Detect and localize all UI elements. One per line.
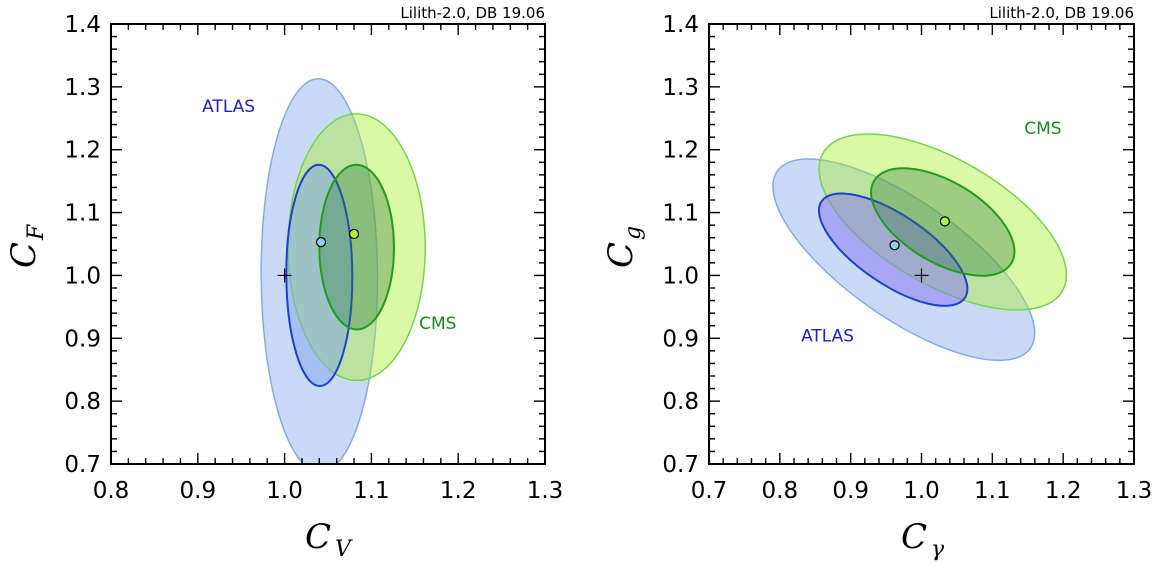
atlas-best-fit-point xyxy=(889,240,900,251)
y-tick-label: 0.7 xyxy=(662,452,699,478)
y-tick-label: 1.1 xyxy=(64,201,101,227)
header-text: Lilith-2.0, DB 19.06 xyxy=(989,4,1134,22)
sm-point-marker xyxy=(914,268,929,283)
y-tick-label: 1.0 xyxy=(662,263,699,289)
y-axis-label: C F xyxy=(4,224,49,268)
x-tick-label: 0.9 xyxy=(832,478,869,504)
y-tick-label: 0.9 xyxy=(662,326,699,352)
x-tick-label: 1.0 xyxy=(903,478,940,504)
atlas-best-fit-point xyxy=(315,237,327,248)
plot-frame xyxy=(110,23,546,465)
x-tick-label: 0.7 xyxy=(691,478,728,504)
y-tick-label: 0.9 xyxy=(64,326,101,352)
y-axis-label: C g xyxy=(601,226,646,268)
cms-label: CMS xyxy=(419,314,456,334)
y-tick-label: 0.7 xyxy=(64,452,101,478)
y-tick-label: 1.2 xyxy=(64,138,101,164)
sm-point-marker xyxy=(277,268,292,283)
x-tick-label: 1.0 xyxy=(266,478,303,504)
atlas-label: ATLAS xyxy=(801,326,854,346)
cms-label: CMS xyxy=(1024,119,1061,139)
x-axis-label: C γ xyxy=(901,517,945,562)
svg-text:γ: γ xyxy=(931,537,945,562)
x-tick-label: 0.8 xyxy=(762,478,799,504)
x-tick-label: 1.1 xyxy=(353,478,390,504)
x-tick-label: 0.8 xyxy=(93,478,130,504)
svg-text:C: C xyxy=(4,242,44,268)
y-tick-label: 1.4 xyxy=(64,12,101,38)
plot-frame xyxy=(708,23,1135,465)
x-axis-label: C V xyxy=(305,517,353,562)
x-tick-label: 1.3 xyxy=(1116,478,1153,504)
right-panel-cgamma-cg: ATLAS CMS 0.7 0.8 0.9 1.0 1.1 1.2 1.3 0.7 0.8 0.9 1… xyxy=(601,4,1152,562)
atlas-label: ATLAS xyxy=(202,97,255,117)
svg-text:g: g xyxy=(621,226,646,240)
y-tick-label: 1.3 xyxy=(64,75,101,101)
x-tick-label: 1.2 xyxy=(1045,478,1082,504)
y-tick-label: 0.8 xyxy=(662,389,699,415)
x-tick-label: 1.2 xyxy=(440,478,477,504)
x-tick-label: 1.1 xyxy=(974,478,1011,504)
svg-text:C: C xyxy=(305,517,331,557)
cms-best-fit-point xyxy=(348,228,360,240)
x-tick-label: 0.9 xyxy=(180,478,217,504)
y-tick-label: 1.1 xyxy=(662,201,699,227)
y-tick-label: 1.0 xyxy=(64,263,101,289)
svg-text:F: F xyxy=(24,224,49,241)
svg-text:V: V xyxy=(335,537,353,562)
y-tick-label: 0.8 xyxy=(64,389,101,415)
y-tick-label: 1.3 xyxy=(662,75,699,101)
svg-text:C: C xyxy=(601,242,641,268)
cms-68-contour xyxy=(318,163,395,331)
x-tick-label: 1.3 xyxy=(527,478,564,504)
y-tick-label: 1.4 xyxy=(662,12,699,38)
y-tick-label: 1.2 xyxy=(662,138,699,164)
svg-text:C: C xyxy=(901,517,927,557)
header-text: Lilith-2.0, DB 19.06 xyxy=(400,4,545,22)
cms-best-fit-point xyxy=(939,216,950,227)
